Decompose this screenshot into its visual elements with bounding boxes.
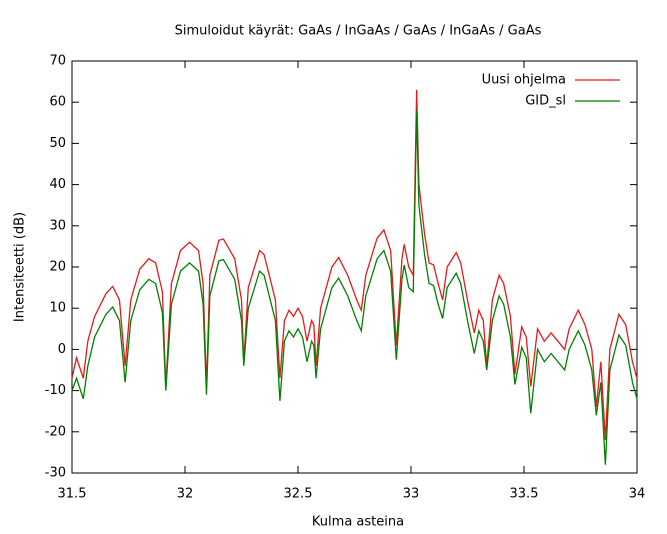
x-tick-label: 32 xyxy=(177,487,194,502)
y-tick-label: 20 xyxy=(49,260,66,275)
y-tick-label: 0 xyxy=(58,342,66,357)
y-tick-label: 70 xyxy=(49,54,66,69)
legend-label: GID_sl xyxy=(525,94,566,109)
x-tick-label: 33 xyxy=(403,487,420,502)
x-tick-label: 33.5 xyxy=(510,487,539,502)
y-axis-label: Intensiteetti (dB) xyxy=(13,212,28,322)
y-tick-label: 40 xyxy=(49,177,66,192)
y-tick-label: 60 xyxy=(49,95,66,110)
y-tick-label: 30 xyxy=(49,218,66,233)
x-tick-label: 31.5 xyxy=(58,487,87,502)
x-tick-label: 34 xyxy=(629,487,646,502)
data-line xyxy=(71,110,638,465)
data-line xyxy=(71,89,638,441)
x-tick-label: 32.5 xyxy=(284,487,313,502)
chart-title: Simuloidut käyrät: GaAs / InGaAs / GaAs … xyxy=(175,24,542,39)
y-tick-label: 10 xyxy=(49,301,66,316)
y-tick-label: 50 xyxy=(49,136,66,151)
y-tick-label: -20 xyxy=(45,424,66,439)
y-tick-label: -10 xyxy=(45,383,66,398)
y-tick-label: -30 xyxy=(45,466,66,481)
x-axis-label: Kulma asteina xyxy=(312,515,404,530)
legend-label: Uusi ohjelma xyxy=(482,73,566,88)
